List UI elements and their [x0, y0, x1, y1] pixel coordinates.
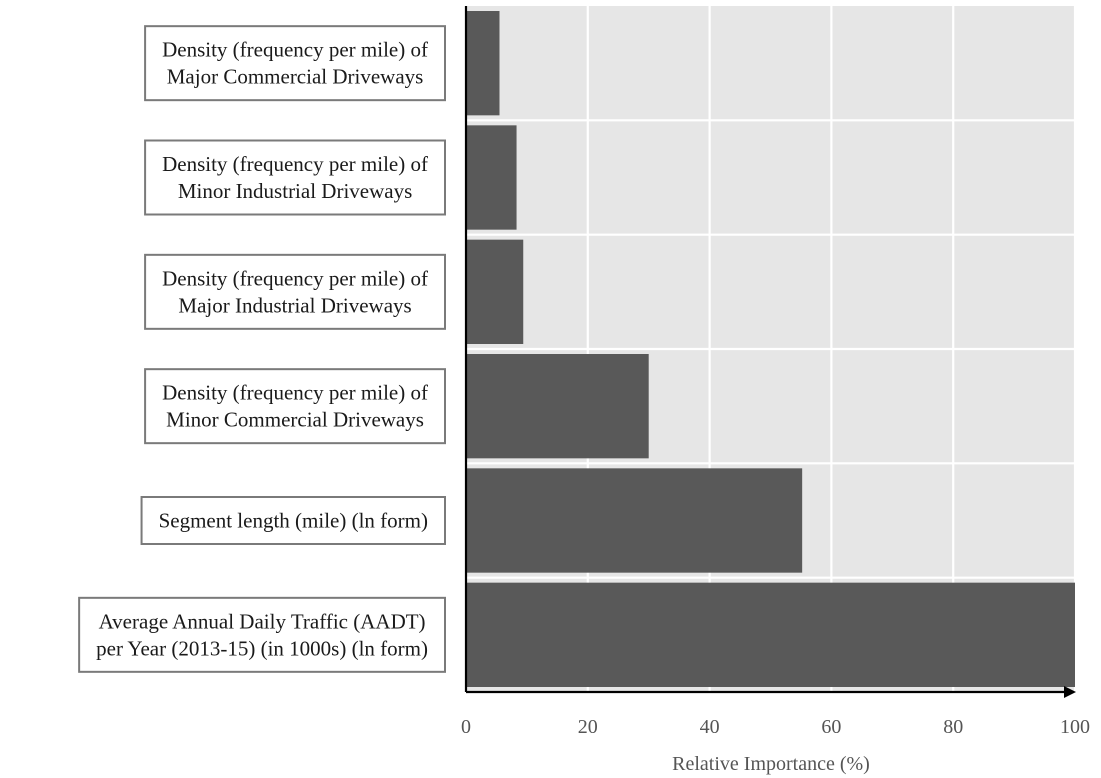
x-tick-label: 80 — [943, 716, 963, 738]
gridlines — [466, 6, 1077, 692]
bar-4 — [467, 354, 649, 459]
category-label-5: Segment length (mile) (ln form) — [140, 496, 446, 545]
x-tick-label: 100 — [1060, 716, 1090, 738]
x-tick-label: 20 — [578, 716, 598, 738]
x-axis-title: Relative Importance (%) — [672, 753, 870, 775]
category-label-box — [144, 253, 446, 330]
category-label-box — [144, 25, 446, 102]
category-label-text: Major Industrial Driveways — [178, 293, 411, 317]
category-label-box — [144, 368, 446, 445]
category-label-text: Segment length (mile) (ln form) — [159, 509, 428, 533]
category-label-text: Density (frequency per mile) of — [162, 381, 428, 405]
category-label-text: Major Commercial Driveways — [167, 65, 424, 89]
bar-6 — [467, 582, 1075, 687]
category-label-4: Density (frequency per mile) of Minor Com… — [144, 368, 446, 445]
bar-2 — [467, 125, 517, 230]
x-tick-label: 0 — [461, 716, 471, 738]
category-label-6: Average Annual Daily Traffic (AADT) per Y… — [78, 596, 446, 673]
category-label-text: Density (frequency per mile) of — [162, 38, 428, 62]
category-label-text: Minor Industrial Driveways — [178, 179, 412, 203]
category-label-text: per Year (2013-15) (in 1000s) (ln form) — [96, 636, 428, 660]
bar-5 — [467, 468, 803, 573]
category-label-3: Density (frequency per mile) of Major Ind… — [144, 253, 446, 330]
category-label-2: Density (frequency per mile) of Minor Ind… — [144, 139, 446, 216]
category-label-box — [144, 139, 446, 216]
bar-1 — [467, 11, 500, 116]
category-label-box — [78, 596, 446, 673]
category-label-1: Density (frequency per mile) of Major Com… — [144, 25, 446, 102]
category-label-box — [140, 496, 446, 545]
category-labels: Density (frequency per mile) of Major Com… — [78, 25, 446, 673]
x-tick-label: 40 — [700, 716, 720, 738]
x-tick-label: 60 — [821, 716, 841, 738]
category-label-text: Average Annual Daily Traffic (AADT) — [99, 609, 426, 633]
category-label-text: Density (frequency per mile) of — [162, 266, 428, 290]
x-ticks: 0 20 40 60 80 100 — [461, 716, 1090, 738]
category-label-text: Density (frequency per mile) of — [162, 152, 428, 176]
category-label-text: Minor Commercial Driveways — [166, 408, 424, 432]
bar-3 — [467, 239, 524, 344]
bars — [467, 11, 1075, 687]
x-axis-arrow — [1064, 686, 1076, 698]
